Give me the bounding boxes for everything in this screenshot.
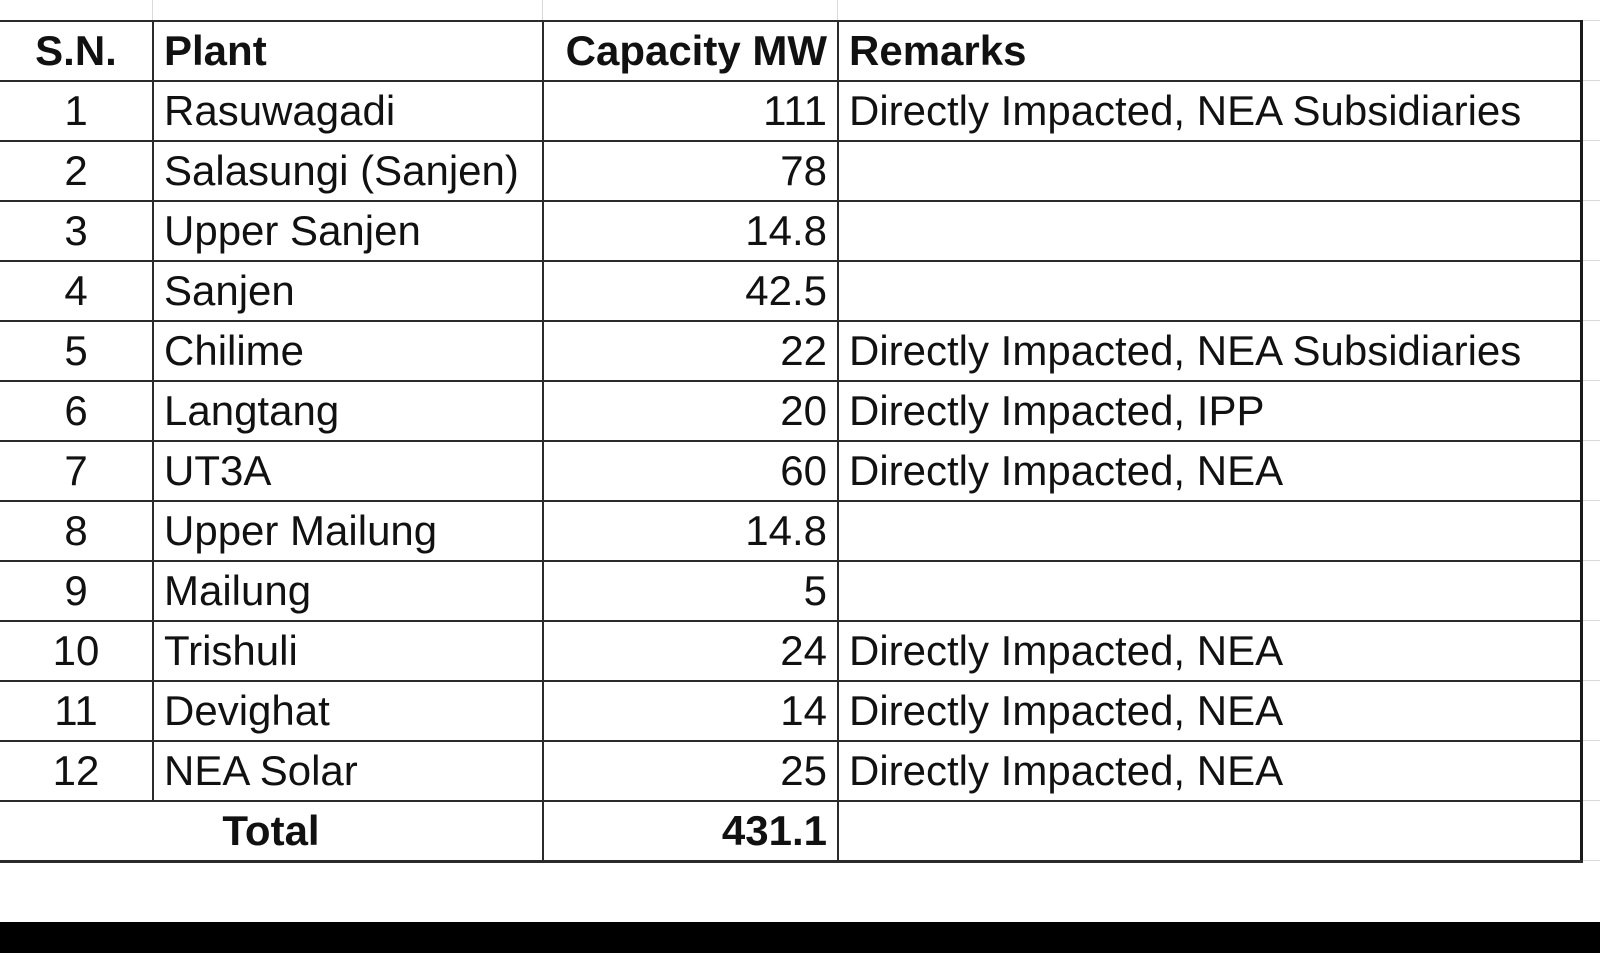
cell-plant[interactable]: Langtang — [152, 380, 544, 442]
gridline — [1572, 200, 1600, 201]
cell-plant[interactable]: UT3A — [152, 440, 544, 502]
total-capacity[interactable]: 431.1 — [542, 800, 839, 863]
cell-capacity[interactable]: 111 — [542, 80, 839, 142]
cell-remarks[interactable]: Directly Impacted, IPP — [837, 380, 1583, 442]
gridline — [1572, 560, 1600, 561]
table-row: 2 Salasungi (Sanjen) 78 — [0, 140, 1583, 202]
gridline — [837, 0, 838, 20]
cell-remarks[interactable]: Directly Impacted, NEA — [837, 440, 1583, 502]
gridline — [542, 0, 543, 20]
cell-remarks[interactable]: Directly Impacted, NEA Subsidiaries — [837, 320, 1583, 382]
cell-plant[interactable]: Salasungi (Sanjen) — [152, 140, 544, 202]
cell-plant[interactable]: Mailung — [152, 560, 544, 622]
table-row: 11 Devighat 14 Directly Impacted, NEA — [0, 680, 1583, 742]
cell-sn[interactable]: 5 — [0, 320, 154, 382]
cell-plant[interactable]: Devighat — [152, 680, 544, 742]
cell-sn[interactable]: 1 — [0, 80, 154, 142]
table-row: 9 Mailung 5 — [0, 560, 1583, 622]
cell-capacity[interactable]: 14.8 — [542, 500, 839, 562]
gridline — [1572, 80, 1600, 81]
cell-sn[interactable]: 3 — [0, 200, 154, 262]
cell-capacity[interactable]: 42.5 — [542, 260, 839, 322]
cell-remarks[interactable] — [837, 140, 1583, 202]
gridline — [1572, 620, 1600, 621]
cell-remarks[interactable]: Directly Impacted, NEA — [837, 680, 1583, 742]
table-row: 5 Chilime 22 Directly Impacted, NEA Subs… — [0, 320, 1583, 382]
gridline — [1572, 140, 1600, 141]
cell-sn[interactable]: 11 — [0, 680, 154, 742]
cell-plant[interactable]: NEA Solar — [152, 740, 544, 802]
table-row: 4 Sanjen 42.5 — [0, 260, 1583, 322]
gridline — [152, 0, 153, 20]
gridline — [1572, 740, 1600, 741]
cell-plant[interactable]: Upper Mailung — [152, 500, 544, 562]
cell-plant[interactable]: Chilime — [152, 320, 544, 382]
gridline — [1572, 20, 1600, 21]
cell-remarks[interactable]: Directly Impacted, NEA — [837, 740, 1583, 802]
cell-capacity[interactable]: 14 — [542, 680, 839, 742]
cell-capacity[interactable]: 60 — [542, 440, 839, 502]
header-plant[interactable]: Plant — [152, 20, 544, 82]
gridline — [1572, 860, 1600, 861]
header-capacity[interactable]: Capacity MW — [542, 20, 839, 82]
spreadsheet-gridline-strip — [0, 0, 1600, 20]
gridline — [1572, 320, 1600, 321]
gridline — [1572, 800, 1600, 801]
cell-capacity[interactable]: 14.8 — [542, 200, 839, 262]
cell-sn[interactable]: 10 — [0, 620, 154, 682]
total-label[interactable]: Total — [0, 800, 544, 863]
cell-sn[interactable]: 12 — [0, 740, 154, 802]
hydropower-plants-table: S.N. Plant Capacity MW Remarks 1 Rasuwag… — [0, 20, 1583, 863]
cell-capacity[interactable]: 5 — [542, 560, 839, 622]
cell-plant[interactable]: Upper Sanjen — [152, 200, 544, 262]
total-remarks[interactable] — [837, 800, 1583, 863]
cell-sn[interactable]: 6 — [0, 380, 154, 442]
table-row: 10 Trishuli 24 Directly Impacted, NEA — [0, 620, 1583, 682]
gridline — [1572, 260, 1600, 261]
cell-plant[interactable]: Trishuli — [152, 620, 544, 682]
gridline — [1572, 500, 1600, 501]
cell-remarks[interactable]: Directly Impacted, NEA Subsidiaries — [837, 80, 1583, 142]
header-sn[interactable]: S.N. — [0, 20, 154, 82]
table-row: 1 Rasuwagadi 111 Directly Impacted, NEA … — [0, 80, 1583, 142]
table-row: 3 Upper Sanjen 14.8 — [0, 200, 1583, 262]
table-row: 8 Upper Mailung 14.8 — [0, 500, 1583, 562]
gridline — [1572, 380, 1600, 381]
cell-capacity[interactable]: 24 — [542, 620, 839, 682]
cell-sn[interactable]: 7 — [0, 440, 154, 502]
cell-capacity[interactable]: 20 — [542, 380, 839, 442]
cell-sn[interactable]: 4 — [0, 260, 154, 322]
cell-remarks[interactable] — [837, 560, 1583, 622]
cell-remarks[interactable] — [837, 500, 1583, 562]
cell-capacity[interactable]: 25 — [542, 740, 839, 802]
bottom-black-bar — [0, 922, 1600, 953]
gridline — [1572, 680, 1600, 681]
cell-sn[interactable]: 2 — [0, 140, 154, 202]
cell-plant[interactable]: Sanjen — [152, 260, 544, 322]
cell-remarks[interactable]: Directly Impacted, NEA — [837, 620, 1583, 682]
cell-sn[interactable]: 9 — [0, 560, 154, 622]
table-row: 6 Langtang 20 Directly Impacted, IPP — [0, 380, 1583, 442]
cell-sn[interactable]: 8 — [0, 500, 154, 562]
total-row: Total 431.1 — [0, 800, 1583, 863]
cell-remarks[interactable] — [837, 200, 1583, 262]
header-row: S.N. Plant Capacity MW Remarks — [0, 20, 1583, 82]
cell-remarks[interactable] — [837, 260, 1583, 322]
cell-capacity[interactable]: 78 — [542, 140, 839, 202]
cell-plant[interactable]: Rasuwagadi — [152, 80, 544, 142]
table-row: 12 NEA Solar 25 Directly Impacted, NEA — [0, 740, 1583, 802]
cell-capacity[interactable]: 22 — [542, 320, 839, 382]
gridline — [1572, 440, 1600, 441]
table-row: 7 UT3A 60 Directly Impacted, NEA — [0, 440, 1583, 502]
header-remarks[interactable]: Remarks — [837, 20, 1583, 82]
